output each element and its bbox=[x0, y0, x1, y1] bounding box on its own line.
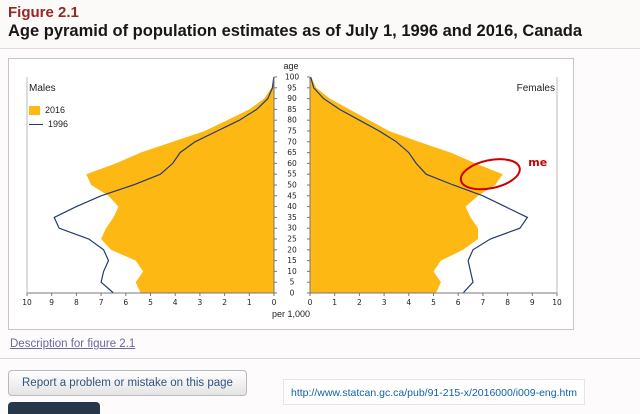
x-tick-label: 8 bbox=[505, 298, 510, 307]
source-url-link[interactable]: http://www.statcan.gc.ca/pub/91-215-x/20… bbox=[291, 387, 578, 399]
legend-item-2016: 2016 bbox=[29, 105, 68, 115]
x-tick-label: 1 bbox=[332, 298, 337, 307]
series-1996-males-line bbox=[53, 76, 275, 294]
x-tick-label: 7 bbox=[481, 298, 486, 307]
page-title: Age pyramid of population estimates as o… bbox=[8, 22, 583, 41]
age-tick-label: 80 bbox=[287, 116, 297, 125]
age-tick-label: 100 bbox=[285, 73, 300, 82]
age-tick-label: 65 bbox=[287, 148, 297, 157]
report-problem-button[interactable]: Report a problem or mistake on this page bbox=[8, 370, 247, 396]
description-link[interactable]: Description for figure 2.1 bbox=[10, 338, 136, 350]
x-tick-label: 4 bbox=[406, 298, 411, 307]
x-tick-label: 8 bbox=[74, 298, 79, 307]
x-tick-label: 6 bbox=[456, 298, 461, 307]
age-tick-label: 10 bbox=[287, 267, 297, 276]
chart-legend: 2016 1996 bbox=[29, 105, 68, 133]
x-tick-label: 6 bbox=[123, 298, 128, 307]
x-tick-label: 5 bbox=[148, 298, 153, 307]
figure-number: Figure 2.1 bbox=[8, 4, 79, 21]
age-tick-label: 85 bbox=[287, 105, 297, 114]
age-tick-label: 30 bbox=[287, 224, 297, 233]
x-tick-label: 1 bbox=[247, 298, 252, 307]
series-2016-females-area bbox=[310, 77, 503, 293]
age-tick-label: 5 bbox=[290, 278, 295, 287]
x-tick-label: 0 bbox=[308, 298, 313, 307]
age-tick-label: 70 bbox=[287, 137, 297, 146]
series-1996-females-line bbox=[310, 76, 529, 294]
figure-header: Figure 2.1 Age pyramid of population est… bbox=[0, 0, 640, 50]
pyramid-svg: 0510152025303540455055606570758085909510… bbox=[22, 73, 562, 308]
legend-swatch-2016-icon bbox=[29, 105, 40, 115]
legend-label-2016: 2016 bbox=[45, 105, 66, 115]
source-url-box: http://www.statcan.gc.ca/pub/91-215-x/20… bbox=[283, 379, 586, 405]
age-tick-label: 20 bbox=[287, 245, 297, 254]
x-tick-label: 9 bbox=[530, 298, 535, 307]
x-tick-label: 9 bbox=[49, 298, 54, 307]
x-axis-title: per 1,000 bbox=[271, 309, 311, 319]
age-axis-title: age bbox=[283, 61, 299, 71]
age-tick-label: 40 bbox=[287, 202, 297, 211]
age-tick-label: 55 bbox=[287, 170, 297, 179]
x-tick-label: 2 bbox=[222, 298, 227, 307]
annotation-label: me bbox=[528, 156, 547, 169]
age-pyramid-chart: 0 5 10 15 20 25 30 35 40 45 50 55 60 65 70 75 80 85 90 95 10… bbox=[8, 58, 574, 330]
age-tick-label: 35 bbox=[287, 213, 297, 222]
annotation-ellipse bbox=[459, 158, 521, 191]
footer-divider bbox=[0, 358, 640, 359]
x-tick-label: 4 bbox=[173, 298, 178, 307]
age-tick-label: 75 bbox=[287, 127, 297, 136]
age-tick-label: 15 bbox=[287, 256, 297, 265]
x-tick-label: 7 bbox=[99, 298, 104, 307]
age-tick-label: 25 bbox=[287, 235, 297, 244]
series-2016-males-area bbox=[86, 77, 274, 293]
age-tick-label: 0 bbox=[290, 289, 295, 298]
x-tick-label: 5 bbox=[431, 298, 436, 307]
males-panel-label: Males bbox=[29, 83, 56, 94]
age-tick-label: 50 bbox=[287, 181, 297, 190]
x-tick-label: 0 bbox=[272, 298, 277, 307]
age-tick-label: 95 bbox=[287, 83, 297, 92]
legend-item-1996: 1996 bbox=[29, 119, 68, 129]
legend-label-1996: 1996 bbox=[48, 119, 69, 129]
x-tick-label: 2 bbox=[357, 298, 362, 307]
x-tick-label: 3 bbox=[198, 298, 203, 307]
x-tick-label: 10 bbox=[22, 298, 32, 307]
age-tick-label: 60 bbox=[287, 159, 297, 168]
females-panel-label: Females bbox=[516, 83, 555, 94]
age-tick-label: 90 bbox=[287, 94, 297, 103]
legend-swatch-1996-icon bbox=[29, 123, 43, 125]
x-tick-label: 10 bbox=[552, 298, 562, 307]
share-button-partial[interactable] bbox=[8, 402, 100, 414]
x-tick-label: 3 bbox=[382, 298, 387, 307]
age-tick-label: 45 bbox=[287, 191, 297, 200]
